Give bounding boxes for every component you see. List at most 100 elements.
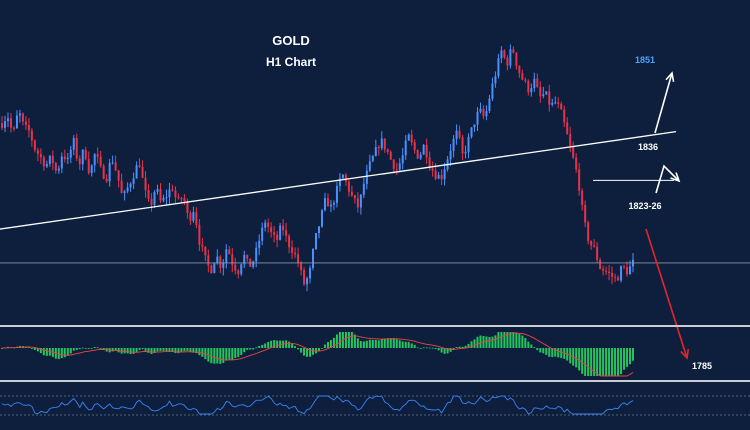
macd-bar (434, 348, 437, 350)
macd-bar (306, 348, 309, 357)
macd-bar (162, 348, 165, 351)
candle-body (347, 181, 350, 192)
candle-body (593, 245, 596, 247)
candle-body (467, 136, 470, 153)
candle-body (57, 168, 60, 171)
candle-body (306, 278, 309, 285)
candle-body (539, 86, 542, 97)
candle-body (335, 185, 338, 203)
candle-body (84, 149, 87, 160)
candle-body (60, 156, 63, 169)
candle-body (75, 138, 78, 159)
candle-body (395, 168, 398, 170)
candle-body (297, 254, 300, 263)
candle-body (566, 122, 569, 135)
macd-bar (192, 348, 195, 353)
macd-bar (57, 348, 60, 360)
macd-bar (356, 338, 359, 348)
candle-body (69, 149, 72, 158)
arrow-bounce-head (670, 172, 681, 183)
candle-body (300, 262, 303, 271)
macd-signal-line (1, 332, 634, 377)
candle-body (608, 271, 611, 273)
candle-body (204, 246, 207, 256)
candle-body (111, 162, 114, 164)
candle-body (581, 190, 584, 205)
candle-body (605, 270, 608, 272)
macd-bar (246, 348, 249, 350)
macd-bar (419, 347, 422, 349)
candle-body (428, 157, 431, 169)
candle-body (434, 170, 437, 179)
macd-bar (455, 346, 458, 348)
candle-body (282, 225, 285, 231)
rsi-panel (0, 395, 750, 416)
macd-bar (312, 348, 315, 355)
macd-bar (542, 348, 545, 354)
macd-bar (69, 348, 72, 354)
macd-bar (27, 347, 30, 348)
macd-bar (150, 348, 153, 355)
candle-body (207, 255, 210, 266)
macd-bar (590, 348, 593, 376)
candle-body (344, 174, 347, 182)
macd-bar (30, 348, 33, 349)
macd-bar (1, 348, 3, 349)
macd-bar (174, 348, 177, 354)
candle-body (320, 210, 323, 227)
macd-bar (273, 339, 276, 348)
macd-bar (75, 348, 78, 350)
macd-bar (338, 332, 341, 348)
candle-body (374, 147, 377, 157)
macd-bar (527, 341, 530, 348)
macd-bar (578, 348, 581, 371)
candle-body (18, 113, 21, 116)
candle-body (554, 102, 557, 104)
candle-body (362, 183, 365, 195)
macd-bar (584, 348, 587, 376)
macd-bar (521, 335, 524, 348)
candle-body (332, 202, 335, 205)
candle-body (162, 197, 165, 201)
macd-bar (204, 348, 207, 360)
macd-bar (533, 347, 536, 348)
candle-body (3, 121, 6, 128)
candle-body (102, 165, 105, 179)
candle-body (407, 134, 410, 141)
macd-bar (213, 348, 216, 364)
candle-body (174, 190, 177, 198)
macd-bar (240, 348, 243, 356)
candle-body (461, 137, 464, 154)
candle-body (261, 227, 264, 241)
candle-body (371, 156, 374, 162)
candle-body (359, 194, 362, 208)
macd-bar (353, 334, 356, 348)
candle-body (54, 163, 57, 171)
macd-bar (72, 348, 75, 351)
candle-body (222, 262, 225, 268)
macd-bar (446, 348, 449, 354)
candle-body (12, 127, 15, 129)
candle-body (479, 108, 482, 112)
macd-bar (614, 348, 617, 376)
candle-body (350, 191, 353, 196)
candle-body (533, 78, 536, 89)
candle-body (273, 232, 276, 235)
macd-bar (458, 346, 461, 348)
candle-body (602, 268, 605, 271)
macd-bar (548, 348, 551, 357)
macd-bar (294, 346, 297, 348)
macd-bar (219, 348, 222, 364)
macd-bar (344, 332, 347, 348)
macd-bar (539, 348, 542, 353)
macd-bar (494, 335, 497, 348)
macd-bar (111, 348, 114, 352)
macd-bar (443, 348, 446, 354)
macd-bar (392, 338, 395, 348)
candle-body (99, 156, 102, 166)
candle-body (270, 227, 273, 233)
candle-body (629, 266, 632, 275)
macd-bar (222, 348, 225, 363)
candle-body (473, 124, 476, 128)
